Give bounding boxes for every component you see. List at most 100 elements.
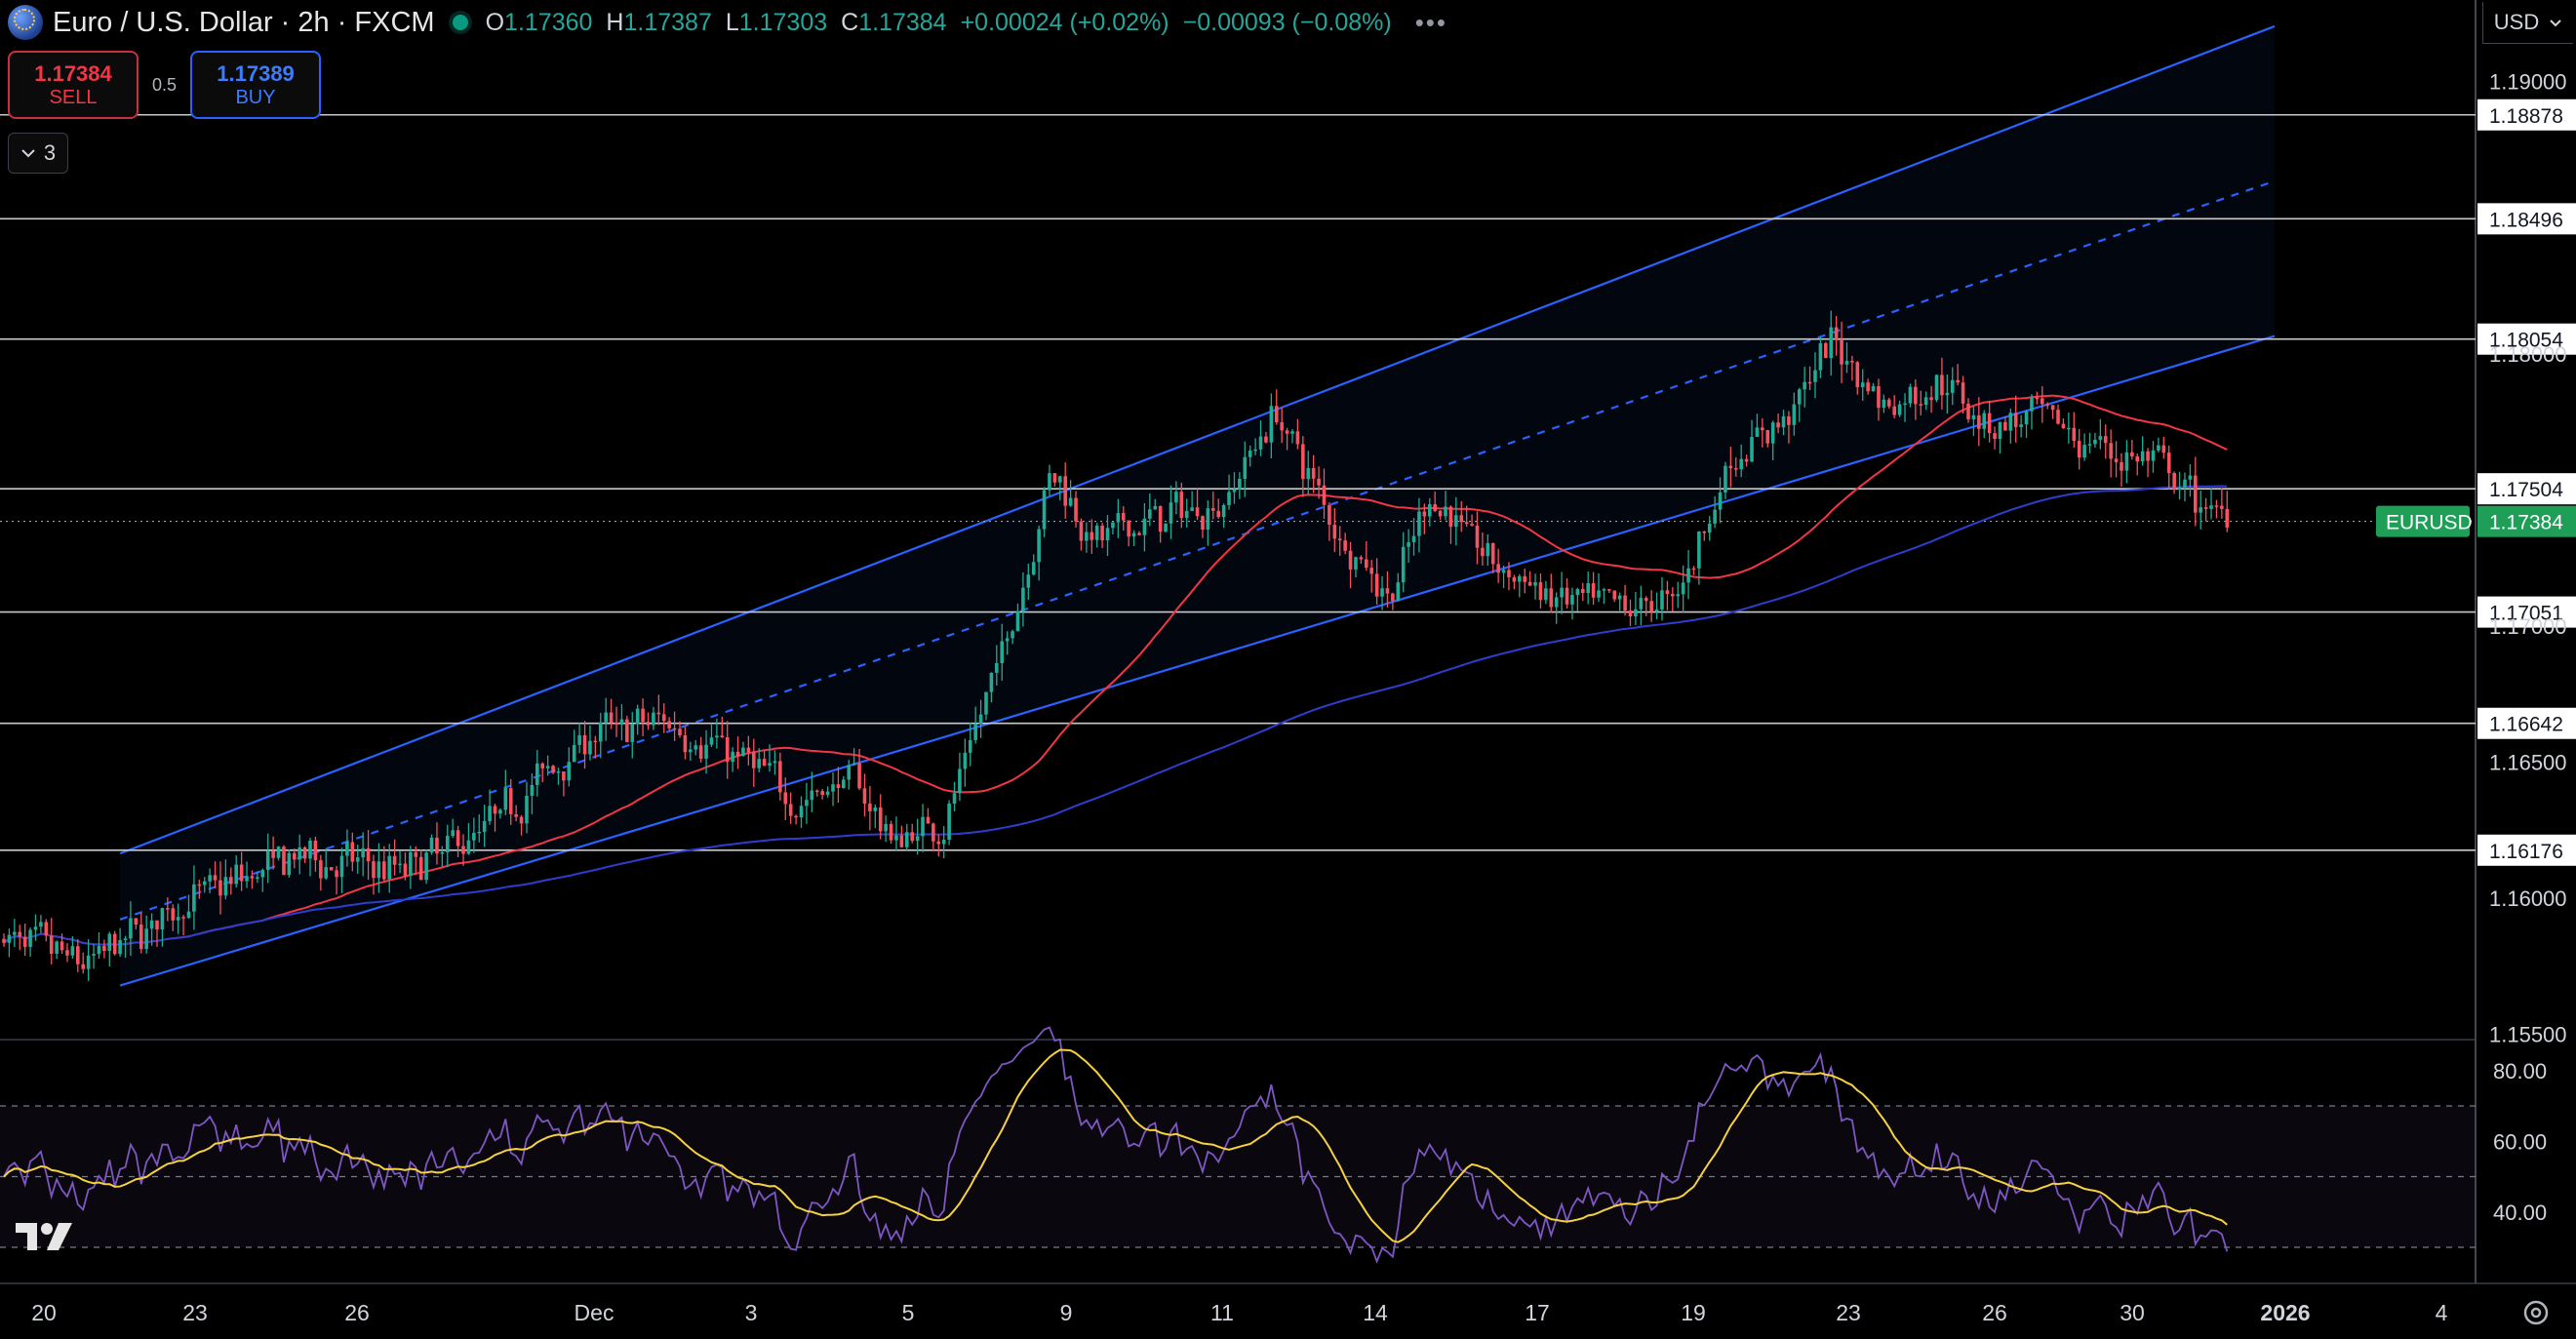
- candle-body: [1824, 342, 1828, 359]
- candle-body: [218, 880, 222, 896]
- candle-body: [1142, 518, 1147, 535]
- candle-body: [202, 881, 207, 886]
- candle-body: [1877, 385, 1881, 409]
- candle-body: [1565, 587, 1569, 605]
- candle-body: [725, 737, 730, 763]
- candle-body: [1797, 389, 1802, 405]
- candle-body: [1501, 570, 1506, 573]
- gear-icon[interactable]: [2518, 1295, 2554, 1330]
- candle-body: [1031, 562, 1036, 575]
- candle-body: [418, 856, 423, 881]
- candle-body: [1523, 575, 1527, 582]
- open-value: O1.17360: [485, 8, 593, 36]
- candle-body: [1290, 431, 1294, 434]
- candle-body: [2035, 397, 2040, 400]
- candle-body: [1886, 399, 1891, 407]
- candle-body: [297, 847, 301, 860]
- candle-body: [1527, 581, 1532, 586]
- candle-body: [2093, 439, 2097, 445]
- candle-body: [1702, 532, 1707, 533]
- candle-body: [1380, 588, 1384, 597]
- current-price-label: 1.17384: [2489, 512, 2563, 534]
- candle-body: [308, 841, 312, 859]
- candle-body: [751, 752, 756, 768]
- candle-body: [1369, 568, 1374, 574]
- candle-body: [2188, 475, 2193, 480]
- time-axis-tick: 26: [1982, 1300, 2007, 1325]
- level-tag: [2477, 707, 2576, 739]
- candle-body: [1490, 542, 1495, 565]
- candle-body: [1697, 532, 1701, 569]
- candle-body: [1908, 386, 1913, 404]
- candle-body: [1153, 505, 1158, 510]
- candle-body: [2030, 397, 2034, 412]
- candle-body: [1940, 374, 1944, 396]
- candle-body: [2061, 423, 2066, 429]
- candle-body: [488, 806, 492, 821]
- candle-body: [1840, 339, 1843, 365]
- candle-body: [1776, 422, 1780, 428]
- time-axis-tick: 17: [1525, 1300, 1550, 1325]
- candle-body: [1127, 520, 1130, 537]
- candle-body: [192, 884, 196, 912]
- candle-body: [245, 876, 249, 882]
- candle-body: [825, 791, 830, 796]
- candle-body: [1048, 473, 1051, 491]
- price-axis-tick: 1.17000: [2489, 614, 2567, 639]
- candle-body: [508, 788, 513, 814]
- candle-body: [852, 763, 856, 766]
- candle-body: [2209, 505, 2213, 509]
- currency-selector[interactable]: USD: [2482, 2, 2573, 44]
- candle-body: [899, 835, 904, 847]
- candle-body: [1634, 609, 1638, 617]
- candle-body: [2124, 452, 2129, 471]
- candle-body: [1617, 595, 1622, 600]
- candle-body: [799, 806, 804, 818]
- candle-body: [1914, 386, 1918, 405]
- more-dots-icon[interactable]: •••: [1414, 7, 1448, 37]
- time-axis-tick: 19: [1681, 1300, 1706, 1325]
- candle-body: [65, 950, 69, 956]
- moving-average-slow-line: [3, 485, 2228, 946]
- candle-body: [661, 714, 666, 722]
- candle-body: [424, 852, 428, 881]
- candle-body: [995, 663, 999, 673]
- chart-header: Euro / U.S. Dollar · 2h · FXCM O1.17360 …: [0, 0, 1447, 45]
- buy-button[interactable]: 1.17389 BUY: [190, 51, 322, 119]
- candle-body: [1755, 427, 1760, 437]
- candle-body: [2220, 505, 2224, 509]
- candle-body: [514, 813, 518, 817]
- candle-body: [884, 823, 888, 832]
- candle-body: [947, 804, 951, 841]
- candle-body: [1391, 593, 1395, 602]
- candle-body: [1750, 436, 1754, 462]
- candle-body: [2077, 441, 2081, 458]
- candle-body: [1496, 564, 1500, 573]
- candle-body: [1285, 430, 1289, 434]
- indicators-toggle-button[interactable]: 3: [8, 133, 68, 174]
- time-axis-tick: 23: [1836, 1300, 1861, 1325]
- candle-body: [59, 941, 64, 951]
- candle-body: [372, 861, 376, 879]
- candle-body: [1301, 444, 1305, 480]
- sell-button[interactable]: 1.17384 SELL: [8, 51, 139, 119]
- symbol-title[interactable]: Euro / U.S. Dollar · 2h · FXCM: [53, 6, 435, 38]
- candle-body: [1770, 422, 1775, 444]
- candle-body: [1686, 568, 1690, 583]
- candle-body: [1216, 510, 1221, 518]
- candle-body: [213, 875, 218, 881]
- level-tag: [2477, 596, 2576, 628]
- candle-body: [1982, 413, 1987, 429]
- candle-body: [403, 863, 408, 877]
- candle-body: [409, 851, 413, 877]
- candle-body: [229, 877, 233, 885]
- change-value-secondary: −0.00093 (−0.08%): [1182, 8, 1392, 36]
- candle-body: [355, 857, 360, 862]
- candle-body: [2172, 473, 2176, 491]
- candle-body: [223, 877, 228, 896]
- candle-body: [2157, 445, 2160, 451]
- candle-body: [1744, 458, 1749, 462]
- candle-body: [562, 771, 566, 781]
- candle-body: [1306, 468, 1311, 480]
